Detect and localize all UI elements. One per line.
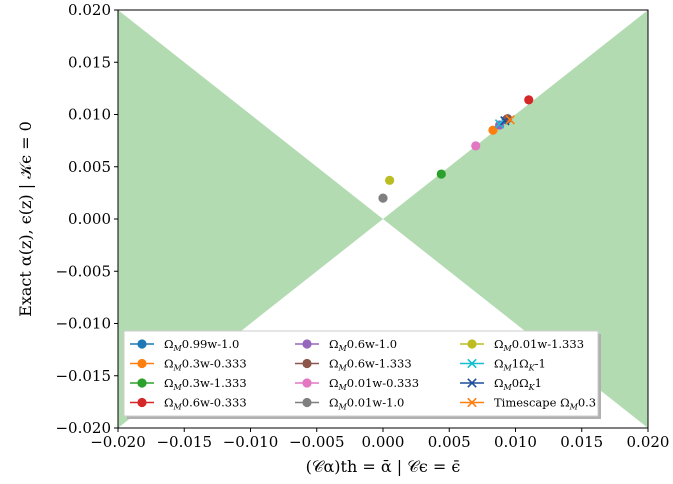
legend-marker <box>137 397 147 408</box>
legend-label: ΩM0.6w-1.0 <box>329 337 397 353</box>
legend-label: ΩM1ΩK-1 <box>494 357 546 373</box>
x-axis-label: (𝒞α)th = ᾱ | 𝒞ϵ = ϵ̄ <box>306 457 461 476</box>
data-point <box>524 95 534 105</box>
legend-item: ΩM0.01w-0.333 <box>295 376 419 392</box>
legend-label: ΩM0ΩK1 <box>494 376 542 392</box>
legend-item: ΩM0ΩK1 <box>460 376 542 392</box>
y-tick-label: 0.005 <box>68 158 111 176</box>
legend-item: ΩM1ΩK-1 <box>460 357 546 373</box>
legend-marker <box>137 378 147 388</box>
shaded-right <box>383 10 648 428</box>
legend-marker <box>302 339 312 349</box>
legend-label: ΩM0.01w-1.333 <box>494 337 584 353</box>
legend-item: ΩM0.6w-1.0 <box>295 337 397 353</box>
y-tick-label: 0.020 <box>68 1 111 19</box>
y-tick-label: 0.000 <box>68 210 111 228</box>
legend-item: ΩM0.3w-1.333 <box>130 376 247 392</box>
legend-item: ΩM0.6w-0.333 <box>130 396 247 412</box>
y-axis-ticks: −0.020 −0.015 −0.010 −0.005 0.000 0.005 0.010 0… <box>55 1 118 437</box>
legend-item: ΩM0.99w-1.0 <box>130 337 239 353</box>
x-tick-label: 0.020 <box>627 433 670 451</box>
y-tick-label: 0.010 <box>68 106 111 124</box>
x-tick-label: 0.005 <box>428 433 471 451</box>
y-tick-label: −0.015 <box>55 367 111 385</box>
y-tick-label: −0.005 <box>55 262 111 280</box>
legend-marker <box>302 378 312 388</box>
legend-marker <box>137 339 147 349</box>
x-tick-label: −0.005 <box>289 433 345 451</box>
legend-label: ΩM0.3w-1.333 <box>164 376 247 392</box>
legend-box <box>123 330 599 417</box>
x-tick-label: 0.000 <box>362 433 405 451</box>
x-tick-label: −0.010 <box>223 433 279 451</box>
x-axis-ticks: −0.020 −0.015 −0.010 −0.005 0.000 0.005 0.010 0… <box>90 428 669 451</box>
data-point <box>385 175 395 185</box>
legend-marker <box>302 397 312 408</box>
y-tick-label: −0.020 <box>55 419 111 437</box>
x-tick-label: −0.015 <box>156 433 212 451</box>
legend-label: ΩM0.6w-0.333 <box>164 396 247 412</box>
data-point <box>471 141 481 151</box>
legend-label: ΩM0.01w-1.0 <box>329 396 404 412</box>
shaded-region <box>118 10 648 428</box>
data-point <box>378 193 388 203</box>
legend-label: Timescape ΩM0.3 <box>494 396 596 412</box>
data-points <box>378 95 534 203</box>
data-point <box>436 169 446 179</box>
legend: ΩM0.99w-1.0 ΩM0.3w-0.333 ΩM0.3w-1.333 ΩM0.6… <box>123 330 601 419</box>
shaded-left <box>118 10 383 428</box>
legend-item: ΩM0.6w-1.333 <box>295 357 412 373</box>
x-tick-label: −0.020 <box>90 433 146 451</box>
legend-label: ΩM0.3w-0.333 <box>164 357 247 373</box>
legend-marker <box>137 358 147 369</box>
y-axis-label: Exact α(z), ϵ(z) | 𝒦ϵ = 0 <box>16 121 35 317</box>
y-tick-label: 0.015 <box>68 53 111 71</box>
legend-item: ΩM0.3w-0.333 <box>130 357 247 373</box>
legend-marker <box>302 358 312 369</box>
data-point <box>505 114 515 125</box>
legend-item: ΩM0.01w-1.0 <box>295 396 404 412</box>
legend-item: Timescape ΩM0.3 <box>460 396 596 412</box>
data-point <box>494 119 505 129</box>
legend-marker <box>467 378 477 388</box>
x-tick-label: 0.015 <box>560 433 603 451</box>
legend-marker <box>467 339 477 349</box>
legend-marker <box>467 397 477 408</box>
legend-label: ΩM0.6w-1.333 <box>329 357 412 373</box>
legend-label: ΩM0.01w-0.333 <box>329 376 419 392</box>
legend-marker <box>467 358 477 369</box>
x-tick-label: 0.010 <box>494 433 537 451</box>
legend-item: ΩM0.01w-1.333 <box>460 337 584 353</box>
y-tick-label: −0.010 <box>55 315 111 333</box>
legend-label: ΩM0.99w-1.0 <box>164 337 239 353</box>
